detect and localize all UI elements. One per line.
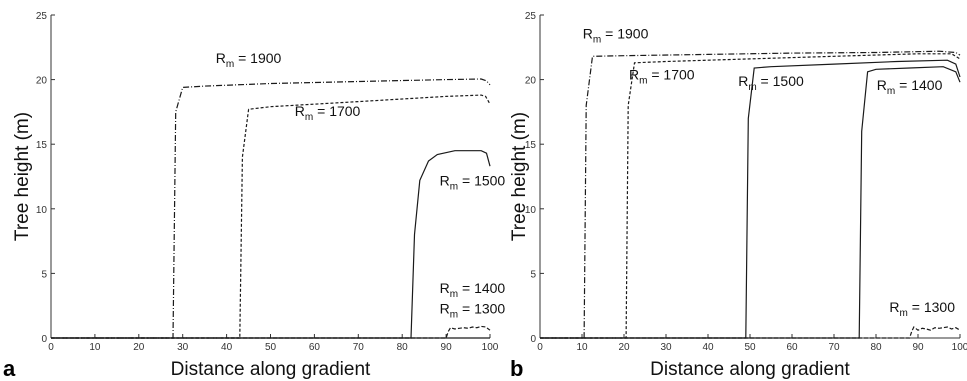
chart-panel-a: 0 10 20 30 40 50 60 70 80 90 100 0 5 10 15 20 25 Distance… xyxy=(3,11,505,381)
x-tick-label: 30 xyxy=(660,342,672,353)
series-line-1400 xyxy=(540,66,961,339)
x-tick-label: 80 xyxy=(870,342,882,353)
series-line-1700 xyxy=(540,53,961,339)
x-tick-label: 90 xyxy=(441,342,453,353)
y-tick-label: 15 xyxy=(36,140,48,151)
x-tick-label: 10 xyxy=(576,342,588,353)
y-tick-label: 10 xyxy=(525,205,537,216)
x-tick-label: 80 xyxy=(397,342,409,353)
x-tick-label: 30 xyxy=(177,342,189,353)
y-tick-label: 5 xyxy=(530,269,536,280)
x-tick-label: 20 xyxy=(133,342,145,353)
y-tick-label: 20 xyxy=(36,76,48,87)
x-tick-label: 70 xyxy=(353,342,365,353)
series-label: Rm = 1300 xyxy=(889,299,955,319)
x-tick-label: 90 xyxy=(912,342,924,353)
x-axis-label: Distance along gradient xyxy=(171,359,371,380)
x-tick-label: 0 xyxy=(537,342,543,353)
y-tick-label: 15 xyxy=(525,140,537,151)
series-line-1300 xyxy=(540,326,961,339)
y-tick-label: 25 xyxy=(525,11,537,22)
y-tick-label: 20 xyxy=(525,76,537,87)
series-label: Rm = 1500 xyxy=(440,173,506,193)
series-label: Rm = 1400 xyxy=(440,280,506,300)
x-tick-label: 40 xyxy=(702,342,714,353)
x-tick-label: 40 xyxy=(221,342,233,353)
series-label: Rm = 1300 xyxy=(440,300,506,320)
series-line-1700 xyxy=(51,94,491,339)
x-tick-label: 50 xyxy=(744,342,756,353)
x-tick-label: 0 xyxy=(48,342,54,353)
y-tick-label: 0 xyxy=(530,334,536,345)
x-tick-label: 70 xyxy=(828,342,840,353)
panel-label: a xyxy=(3,356,16,381)
y-tick-label: 0 xyxy=(41,334,47,345)
x-tick-label: 100 xyxy=(482,342,499,353)
x-tick-label: 100 xyxy=(952,342,967,353)
chart-panel-b: 0 10 20 30 40 50 60 70 80 90 100 0 5 10 15 20 25 Distance… xyxy=(509,11,967,381)
y-axis-label: Tree height (m) xyxy=(509,112,530,241)
series-label: Rm = 1700 xyxy=(295,103,361,123)
x-tick-label: 60 xyxy=(309,342,321,353)
series-label: Rm = 1900 xyxy=(216,50,282,70)
series-line-1500 xyxy=(540,59,961,339)
series-line-1500 xyxy=(51,150,491,339)
y-tick-label: 5 xyxy=(41,269,47,280)
x-tick-label: 10 xyxy=(89,342,101,353)
y-tick-label: 10 xyxy=(36,205,48,216)
series-label: Rm = 1700 xyxy=(629,67,695,87)
panel-label: b xyxy=(510,356,523,381)
series-line-1900 xyxy=(51,78,491,339)
y-tick-label: 25 xyxy=(36,11,48,22)
series-label: Rm = 1400 xyxy=(877,77,943,97)
series-label: Rm = 1500 xyxy=(738,73,804,93)
x-tick-label: 60 xyxy=(786,342,798,353)
x-tick-label: 50 xyxy=(265,342,277,353)
series-label: Rm = 1900 xyxy=(583,25,649,45)
x-tick-label: 20 xyxy=(618,342,630,353)
series-line-1900 xyxy=(540,50,961,339)
y-axis-label: Tree height (m) xyxy=(12,112,33,241)
x-axis-label: Distance along gradient xyxy=(650,359,850,380)
